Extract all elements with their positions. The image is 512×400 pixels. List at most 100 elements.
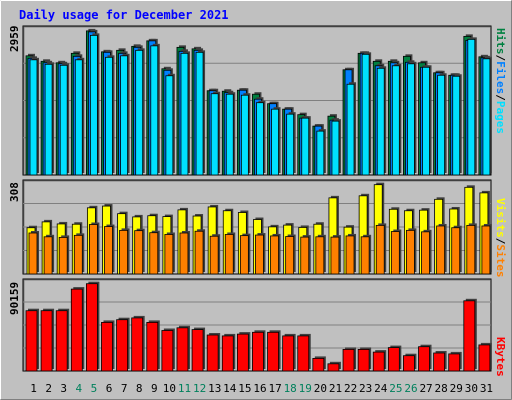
pages-bar bbox=[391, 65, 400, 176]
x-tick-label: 27 bbox=[419, 382, 432, 395]
x-tick-label: 22 bbox=[344, 382, 357, 395]
pages-bar bbox=[301, 117, 310, 176]
pages-bar bbox=[225, 93, 234, 176]
kbytes-bar bbox=[236, 333, 249, 372]
legend-separator: / bbox=[494, 55, 507, 62]
ymax-label-hits: 2959 bbox=[8, 26, 21, 53]
ymax-label-kbytes: 90159 bbox=[8, 282, 21, 315]
pages-bar bbox=[150, 45, 159, 176]
pages-bar bbox=[361, 53, 370, 176]
pages-bar bbox=[135, 49, 144, 176]
kbytes-bar bbox=[176, 327, 189, 372]
pages-bar bbox=[437, 74, 446, 176]
sites-bar bbox=[149, 232, 159, 275]
pages-bar bbox=[482, 58, 491, 176]
sites-bar bbox=[360, 236, 370, 275]
kbytes-bar bbox=[25, 310, 38, 372]
pages-bar bbox=[210, 93, 219, 176]
sites-bar bbox=[164, 234, 174, 275]
sites-bar bbox=[239, 235, 249, 275]
kbytes-bar bbox=[282, 335, 295, 372]
pages-bar bbox=[59, 64, 68, 176]
pages-bar bbox=[74, 59, 83, 176]
legend-pages: Pages bbox=[494, 101, 507, 134]
sites-bar bbox=[28, 232, 38, 275]
x-tick-label: 30 bbox=[465, 382, 478, 395]
kbytes-bar bbox=[372, 351, 385, 372]
panel-kbytes bbox=[22, 278, 492, 372]
pages-bar bbox=[376, 67, 385, 176]
kbytes-bar bbox=[403, 355, 415, 372]
kbytes-bar bbox=[85, 283, 98, 372]
legend-separator: / bbox=[494, 94, 507, 101]
pages-bar bbox=[286, 113, 295, 176]
pages-bar bbox=[89, 34, 98, 176]
x-tick-label: 31 bbox=[480, 382, 493, 395]
pages-bar bbox=[195, 51, 204, 176]
kbytes-bar bbox=[146, 321, 159, 372]
legend-files: Files bbox=[494, 61, 507, 94]
kbytes-bar bbox=[387, 347, 400, 372]
pages-bar bbox=[407, 63, 415, 176]
pages-bar bbox=[256, 102, 264, 176]
ymax-label-visits: 308 bbox=[8, 182, 21, 202]
sites-bar bbox=[375, 224, 385, 275]
x-tick-label: 13 bbox=[208, 382, 221, 395]
legend-hits-files-pages: Hits/Files/Pages bbox=[494, 28, 507, 134]
legend-separator: / bbox=[494, 238, 507, 245]
kbytes-bar bbox=[116, 319, 128, 372]
x-tick-label: 18 bbox=[284, 382, 297, 395]
pages-bar bbox=[316, 130, 325, 176]
kbytes-bar bbox=[101, 321, 113, 372]
kbytes-bar bbox=[342, 348, 355, 372]
sites-bar bbox=[436, 225, 446, 275]
x-tick-label: 29 bbox=[450, 382, 463, 395]
pages-bar bbox=[240, 94, 249, 176]
x-tick-label: 17 bbox=[268, 382, 281, 395]
kbytes-bar bbox=[448, 353, 461, 372]
kbytes-bar bbox=[206, 334, 219, 372]
legend-visits: Visits bbox=[494, 198, 507, 238]
x-tick-label: 9 bbox=[151, 382, 158, 395]
pages-bar bbox=[120, 55, 128, 176]
kbytes-bar bbox=[418, 346, 430, 372]
kbytes-bar bbox=[252, 331, 264, 372]
kbytes-bar bbox=[433, 352, 446, 372]
x-axis-labels: 1 2 3 4 5 6 7 8 9 10 11 12 13 14 15 16 17 18 19 20 21 22 23 24 2… bbox=[30, 382, 493, 395]
kbytes-bar bbox=[55, 310, 68, 372]
x-tick-label: 20 bbox=[314, 382, 327, 395]
sites-bar bbox=[451, 227, 461, 275]
kbytes-bar bbox=[357, 348, 370, 372]
kbytes-bar bbox=[267, 331, 279, 372]
x-tick-label: 12 bbox=[193, 382, 206, 395]
kbytes-bar bbox=[191, 329, 204, 372]
sites-bar bbox=[88, 224, 98, 275]
pages-bar bbox=[452, 75, 461, 176]
x-tick-label: 1 bbox=[30, 382, 37, 395]
legend-visits-sites: Visits/Sites bbox=[494, 198, 507, 278]
x-tick-label: 24 bbox=[374, 382, 388, 395]
x-tick-label: 19 bbox=[299, 382, 312, 395]
legend-hits: Hits bbox=[494, 28, 507, 55]
sites-bar bbox=[406, 229, 415, 275]
sites-bar bbox=[345, 235, 355, 275]
kbytes-bar bbox=[131, 317, 144, 372]
sites-bar bbox=[270, 235, 279, 275]
pages-bar bbox=[180, 52, 189, 176]
pages-bar bbox=[331, 120, 340, 176]
pages-bar bbox=[467, 38, 476, 176]
x-tick-label: 8 bbox=[136, 382, 143, 395]
panels-group: 2959 Hits/Files/Pages308Visits/Sites90159… bbox=[8, 25, 507, 377]
x-tick-label: 28 bbox=[435, 382, 448, 395]
sites-bar bbox=[104, 226, 113, 275]
sites-bar bbox=[390, 231, 400, 275]
x-tick-label: 26 bbox=[404, 382, 417, 395]
x-tick-label: 25 bbox=[389, 382, 402, 395]
x-tick-label: 7 bbox=[121, 382, 128, 395]
x-tick-label: 14 bbox=[223, 382, 237, 395]
pages-bar bbox=[105, 56, 113, 176]
x-tick-label: 4 bbox=[76, 382, 83, 395]
kbytes-bar bbox=[327, 363, 340, 372]
legend-sites: Sites bbox=[494, 244, 507, 277]
